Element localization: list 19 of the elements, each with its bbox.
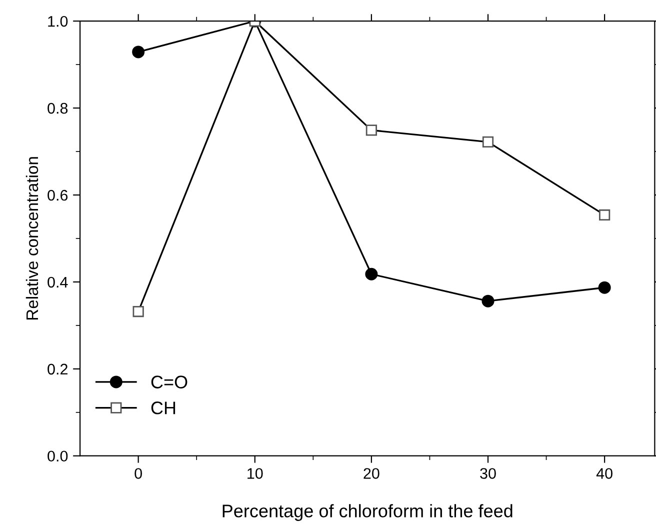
x-tick-label: 0 bbox=[134, 468, 142, 479]
x-tick-label: 30 bbox=[480, 468, 496, 479]
y-tick-label: 0.4 bbox=[48, 276, 68, 288]
x-axis-title: Percentage of chloroform in the feed bbox=[222, 504, 512, 521]
point bbox=[598, 281, 611, 294]
y-tick-label: 0.0 bbox=[48, 450, 68, 462]
x-tick-label: 10 bbox=[248, 468, 263, 479]
point bbox=[132, 46, 145, 58]
point bbox=[365, 268, 378, 280]
y-tick-label: 0.6 bbox=[48, 190, 68, 201]
legend-label: C=O bbox=[151, 376, 188, 388]
legend-label: CH bbox=[151, 402, 176, 414]
x-tick-label: 20 bbox=[364, 468, 380, 479]
y-tick-label: 0.2 bbox=[48, 364, 68, 375]
y-axis-title: Relative concentration bbox=[26, 157, 38, 320]
x-tick-label: 40 bbox=[596, 468, 612, 479]
y-tick-label: 1.0 bbox=[48, 16, 68, 27]
y-tick-label: 0.8 bbox=[48, 102, 68, 114]
point bbox=[482, 294, 494, 308]
